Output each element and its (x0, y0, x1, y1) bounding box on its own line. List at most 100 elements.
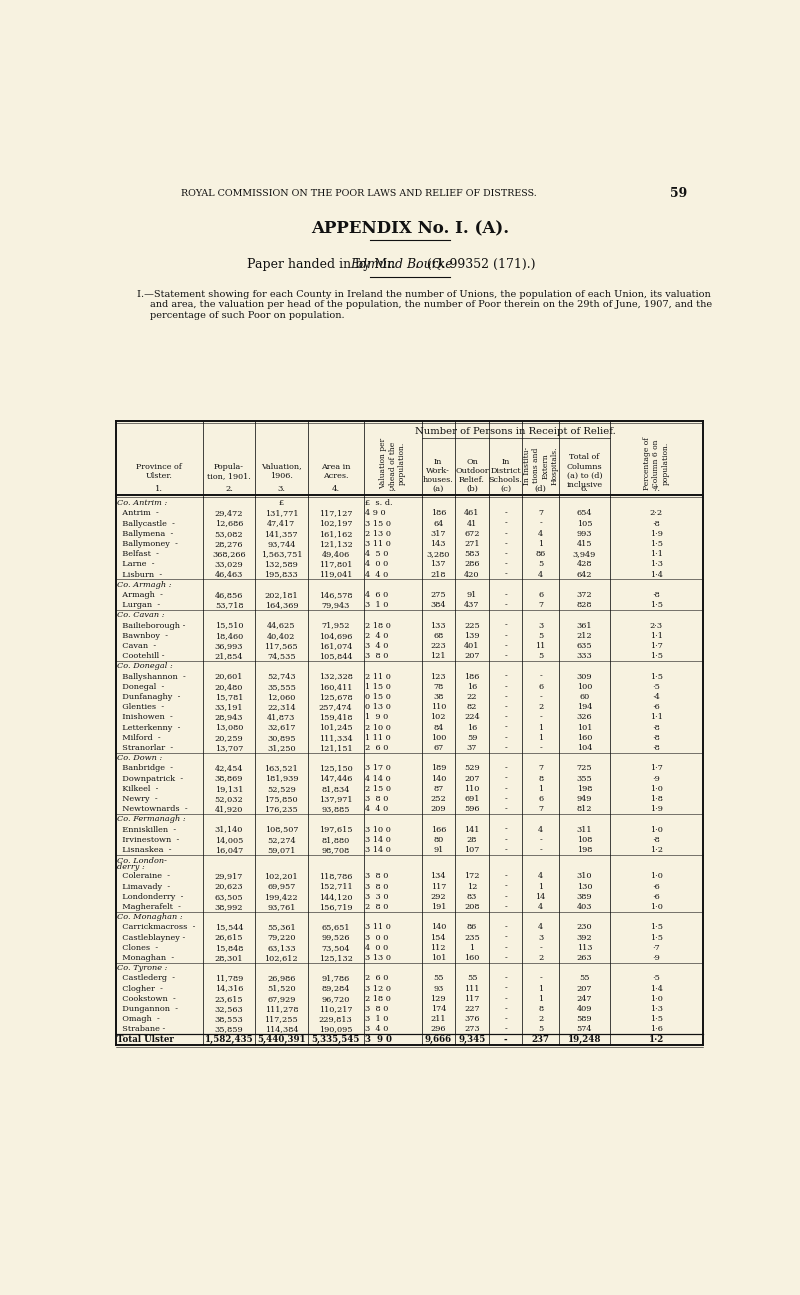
Text: Dungannon  -: Dungannon - (117, 1005, 178, 1013)
Text: 14: 14 (535, 892, 546, 901)
Text: 32,617: 32,617 (267, 724, 296, 732)
Text: -: - (504, 571, 507, 579)
Text: 529: 529 (464, 764, 480, 772)
Text: 79,220: 79,220 (267, 934, 296, 941)
Text: 181,939: 181,939 (265, 774, 298, 782)
Text: Glenties  -: Glenties - (117, 703, 164, 711)
Text: Area in
Acres.: Area in Acres. (321, 462, 350, 479)
Text: ·6: ·6 (653, 892, 660, 901)
Text: 190,095: 190,095 (319, 1026, 352, 1033)
Text: 3  8 0: 3 8 0 (365, 1005, 389, 1013)
Text: -: - (539, 714, 542, 721)
Text: 59,071: 59,071 (267, 846, 295, 853)
Text: -: - (504, 561, 507, 569)
Text: 28,943: 28,943 (214, 714, 243, 721)
Text: 79,943: 79,943 (322, 601, 350, 609)
Text: 596: 596 (464, 805, 480, 813)
Text: 355: 355 (577, 774, 592, 782)
Text: 108: 108 (577, 835, 592, 844)
Text: 26,615: 26,615 (214, 934, 243, 941)
Text: 2: 2 (538, 703, 543, 711)
Text: 110: 110 (464, 785, 480, 793)
Text: 1: 1 (470, 944, 474, 952)
Text: 30,895: 30,895 (267, 734, 296, 742)
Text: 1·5: 1·5 (650, 672, 663, 681)
Text: Milford  -: Milford - (117, 734, 161, 742)
Text: 104,696: 104,696 (319, 632, 352, 640)
Text: 317: 317 (430, 530, 446, 537)
Text: 102,197: 102,197 (319, 519, 352, 527)
Text: ·8: ·8 (653, 835, 660, 844)
Text: 38,992: 38,992 (214, 903, 243, 912)
Text: Antrim  -: Antrim - (117, 509, 158, 517)
Text: In
Work-
houses.: In Work- houses. (423, 458, 454, 484)
Text: 156,719: 156,719 (319, 903, 352, 912)
Text: 1: 1 (538, 734, 543, 742)
Text: 1,563,751: 1,563,751 (261, 550, 302, 558)
Text: 257,474: 257,474 (318, 703, 353, 711)
Text: 91: 91 (467, 591, 477, 600)
Text: Kilkeel  -: Kilkeel - (117, 785, 158, 793)
Text: 2 18 0: 2 18 0 (365, 995, 391, 1002)
Text: Londonderry  -: Londonderry - (117, 892, 183, 901)
Text: .  (Q. 99352 (171).): . (Q. 99352 (171).) (414, 258, 535, 271)
Text: 5: 5 (538, 653, 543, 660)
Text: 55: 55 (579, 974, 590, 983)
Text: 1·5: 1·5 (650, 934, 663, 941)
Text: 1·3: 1·3 (650, 561, 663, 569)
Text: 3  9 0: 3 9 0 (365, 1035, 392, 1044)
Text: Omagh  -: Omagh - (117, 1015, 160, 1023)
Text: (c): (c) (500, 484, 511, 493)
Text: 21,854: 21,854 (214, 653, 243, 660)
Text: 12,060: 12,060 (267, 693, 295, 701)
Text: -: - (504, 1015, 507, 1023)
Text: 49,406: 49,406 (322, 550, 350, 558)
Text: 207: 207 (577, 984, 592, 993)
Text: 368,266: 368,266 (212, 550, 246, 558)
Text: 37: 37 (467, 743, 477, 752)
Text: 812: 812 (577, 805, 592, 813)
Text: 41,873: 41,873 (267, 714, 295, 721)
Text: 73,504: 73,504 (322, 944, 350, 952)
Text: 7: 7 (538, 601, 543, 609)
Text: 102: 102 (430, 714, 446, 721)
Text: 125,132: 125,132 (318, 954, 353, 962)
Text: 1: 1 (538, 724, 543, 732)
Text: 209: 209 (430, 805, 446, 813)
Text: ·6: ·6 (653, 883, 660, 891)
Text: 384: 384 (430, 601, 446, 609)
Text: Cootehill -: Cootehill - (117, 653, 165, 660)
Text: 96,720: 96,720 (322, 995, 350, 1002)
Text: 117,255: 117,255 (265, 1015, 298, 1023)
Text: 105: 105 (577, 519, 592, 527)
Text: 1·2: 1·2 (649, 1035, 664, 1044)
Text: 273: 273 (464, 1026, 480, 1033)
Text: -: - (504, 892, 507, 901)
Text: 5: 5 (538, 561, 543, 569)
Text: 7: 7 (538, 509, 543, 517)
Text: 55: 55 (466, 974, 478, 983)
Text: 361: 361 (577, 622, 592, 629)
Text: 3: 3 (538, 622, 543, 629)
Text: Lurgan  -: Lurgan - (117, 601, 160, 609)
Text: 461: 461 (464, 509, 480, 517)
Text: 8: 8 (538, 1005, 543, 1013)
Text: derry :: derry : (117, 862, 145, 870)
Text: 64: 64 (433, 519, 443, 527)
Text: 1·1: 1·1 (650, 632, 663, 640)
Text: 1·5: 1·5 (650, 601, 663, 609)
Text: 131,771: 131,771 (265, 509, 298, 517)
Text: 3 13 0: 3 13 0 (365, 954, 391, 962)
Text: -: - (504, 954, 507, 962)
Text: 1·1: 1·1 (650, 714, 663, 721)
Text: -: - (504, 724, 507, 732)
Text: 208: 208 (464, 903, 480, 912)
Text: 3  4 0: 3 4 0 (365, 1026, 389, 1033)
Text: 74,535: 74,535 (267, 653, 296, 660)
Text: 163,521: 163,521 (265, 764, 298, 772)
Text: Newtownards  -: Newtownards - (117, 805, 188, 813)
Text: -: - (504, 934, 507, 941)
Text: Paper handed in by Mr.: Paper handed in by Mr. (247, 258, 400, 271)
Text: 41,920: 41,920 (215, 805, 243, 813)
Text: -: - (504, 642, 507, 650)
